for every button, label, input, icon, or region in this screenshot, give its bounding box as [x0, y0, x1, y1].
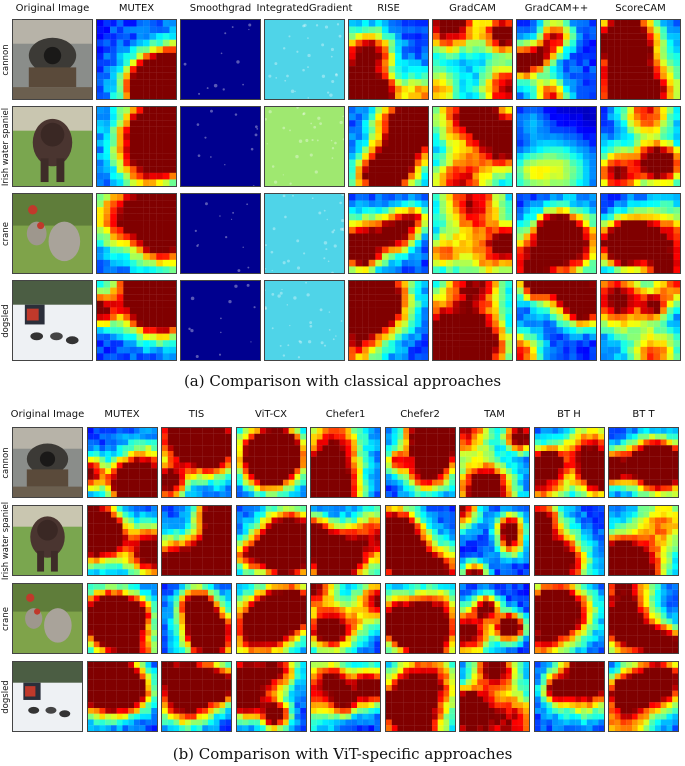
- saliency-map-mutex-cannon: [96, 19, 177, 100]
- column-header-vit-cx: ViT-CX: [254, 409, 288, 420]
- saliency-map-tis-cannon: [161, 427, 232, 498]
- saliency-map-chefer2-cannon: [384, 427, 456, 498]
- panel-classical: Original Image MUTEX Smoothgrad IntegratedG…: [1, 3, 681, 390]
- saliency-map-tis-dogsled: [161, 661, 232, 732]
- saliency-map-scorecam-irish-water-spaniel: [600, 106, 681, 187]
- saliency-map-chefer1-irish-water-spaniel: [310, 505, 381, 576]
- column-header-tis: TIS: [188, 409, 205, 420]
- saliency-map-tis-irish-water-spaniel: [161, 505, 232, 576]
- saliency-map-smoothgrad-dogsled: [180, 280, 261, 361]
- saliency-map-integratedgradient-irish-water-spaniel: [264, 106, 345, 187]
- saliency-map-tis-crane: [161, 583, 232, 654]
- column-header-gradcam: GradCAM: [449, 3, 496, 14]
- saliency-map-gradcam-irish-water-spaniel: [516, 106, 597, 187]
- saliency-map-chefer1-cannon: [310, 427, 381, 498]
- row-label-irish-water-spaniel: Irish water spaniel: [1, 501, 11, 580]
- saliency-map-scorecam-cannon: [600, 19, 681, 100]
- original-image-cannon: [12, 19, 93, 100]
- saliency-map-vit-cx-dogsled: [235, 661, 307, 732]
- original-image-crane: [12, 583, 83, 654]
- saliency-map-mutex-crane: [86, 583, 158, 654]
- saliency-map-scorecam-crane: [600, 193, 681, 274]
- saliency-map-gradcam-dogsled: [516, 280, 597, 361]
- column-header-tam: TAM: [484, 409, 505, 420]
- saliency-map-gradcam-cannon: [432, 19, 513, 100]
- column-header-rise: RISE: [377, 3, 400, 14]
- saliency-map-chefer2-irish-water-spaniel: [384, 505, 456, 576]
- saliency-map-smoothgrad-cannon: [180, 19, 261, 100]
- saliency-map-smoothgrad-irish-water-spaniel: [180, 106, 261, 187]
- column-header-bt-t: BT T: [632, 409, 655, 420]
- column-header-chefer2: Chefer2: [400, 409, 440, 420]
- original-image-crane: [12, 193, 93, 274]
- row-label-dogsled: dogsled: [1, 679, 11, 714]
- saliency-map-bt-h-crane: [533, 583, 605, 654]
- saliency-map-chefer1-dogsled: [310, 661, 381, 732]
- saliency-map-gradcam-crane: [432, 193, 513, 274]
- saliency-map-rise-crane: [348, 193, 429, 274]
- saliency-map-rise-irish-water-spaniel: [348, 106, 429, 187]
- column-header-chefer1: Chefer1: [325, 409, 366, 420]
- saliency-map-tam-crane: [459, 583, 530, 654]
- saliency-map-gradcam-crane: [516, 193, 597, 274]
- saliency-map-mutex-irish-water-spaniel: [96, 106, 177, 187]
- original-image-dogsled: [12, 661, 83, 732]
- saliency-map-gradcam-irish-water-spaniel: [432, 106, 513, 187]
- row-label-crane: crane: [1, 606, 11, 631]
- saliency-map-tam-dogsled: [459, 661, 530, 732]
- column-header-original-image: Original Image: [15, 3, 90, 14]
- saliency-map-mutex-irish-water-spaniel: [86, 505, 158, 576]
- column-header-scorecam: ScoreCAM: [615, 3, 666, 14]
- panel-a-caption: (a) Comparison with classical approaches: [183, 372, 502, 390]
- saliency-map-bt-h-cannon: [533, 427, 605, 498]
- original-image-dogsled: [12, 280, 93, 361]
- saliency-map-mutex-dogsled: [96, 280, 177, 361]
- column-header-original-image: Original Image: [10, 409, 85, 420]
- saliency-map-bt-h-dogsled: [533, 661, 605, 732]
- saliency-map-integratedgradient-crane: [264, 193, 345, 274]
- saliency-map-mutex-cannon: [86, 427, 158, 498]
- saliency-map-tam-irish-water-spaniel: [459, 505, 530, 576]
- saliency-map-gradcam-dogsled: [432, 280, 513, 361]
- saliency-map-bt-t-crane: [608, 583, 679, 654]
- saliency-map-vit-cx-cannon: [235, 427, 307, 498]
- original-image-cannon: [12, 427, 83, 498]
- saliency-map-bt-t-cannon: [608, 427, 679, 498]
- column-header-mutex: MUTEX: [118, 3, 155, 14]
- saliency-map-chefer2-crane: [384, 583, 456, 654]
- saliency-map-bt-h-irish-water-spaniel: [533, 505, 605, 576]
- column-header-mutex: MUTEX: [104, 409, 140, 420]
- saliency-map-smoothgrad-crane: [180, 193, 261, 274]
- column-header-smoothgrad: Smoothgrad: [189, 3, 252, 14]
- saliency-map-chefer2-dogsled: [384, 661, 456, 732]
- row-label-cannon: cannon: [1, 446, 11, 479]
- saliency-map-mutex-crane: [96, 193, 177, 274]
- saliency-map-gradcam-cannon: [516, 19, 597, 100]
- saliency-map-integratedgradient-dogsled: [264, 280, 345, 361]
- saliency-map-bt-t-dogsled: [608, 661, 679, 732]
- saliency-map-scorecam-dogsled: [600, 280, 681, 361]
- saliency-map-chefer1-crane: [310, 583, 381, 654]
- column-header-gradcam: GradCAM++: [524, 3, 589, 14]
- saliency-map-tam-cannon: [459, 427, 530, 498]
- original-image-irish-water-spaniel: [12, 106, 93, 187]
- saliency-map-rise-cannon: [348, 19, 429, 100]
- column-header-bt-h: BT H: [557, 409, 581, 420]
- saliency-map-mutex-dogsled: [86, 661, 158, 732]
- saliency-map-integratedgradient-cannon: [264, 19, 345, 100]
- original-image-irish-water-spaniel: [12, 505, 83, 576]
- saliency-map-rise-dogsled: [348, 280, 429, 361]
- saliency-map-vit-cx-crane: [235, 583, 307, 654]
- saliency-map-vit-cx-irish-water-spaniel: [235, 505, 307, 576]
- saliency-map-bt-t-irish-water-spaniel: [608, 505, 679, 576]
- column-header-integratedgradient: IntegratedGradient: [256, 3, 353, 14]
- panel-b-caption: (b) Comparison with ViT-specific approac…: [172, 745, 513, 763]
